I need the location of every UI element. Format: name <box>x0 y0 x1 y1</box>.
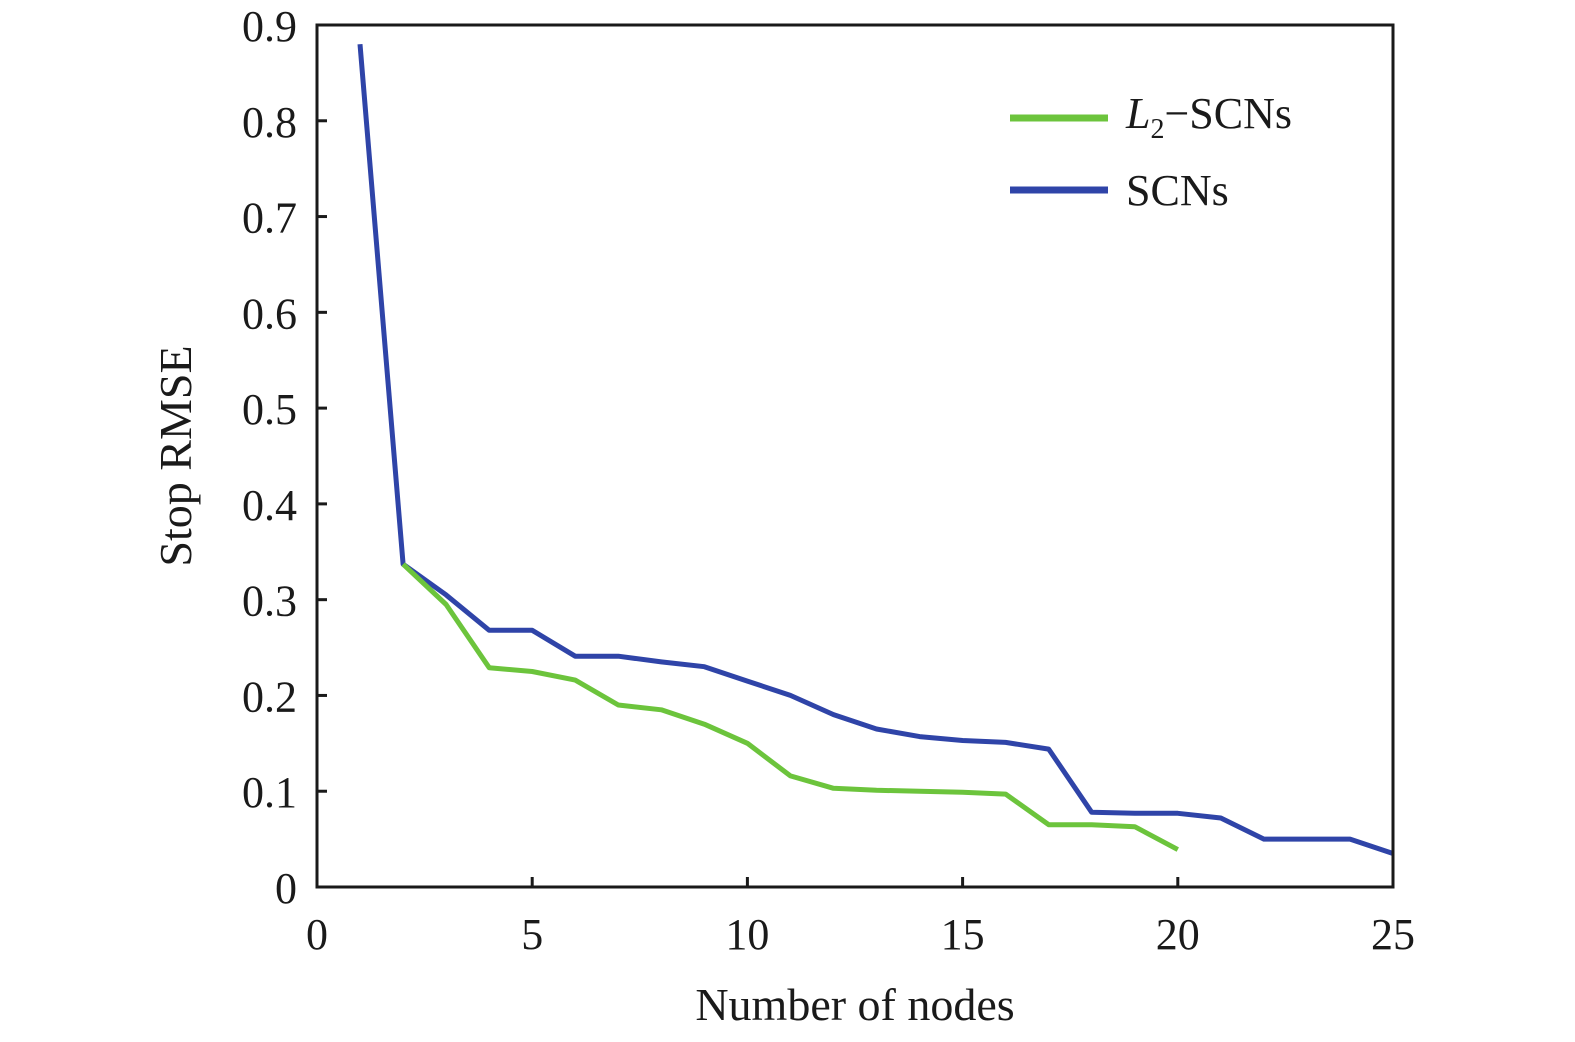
y-tick-label: 0.5 <box>242 385 297 434</box>
y-tick-label: 0.4 <box>242 481 297 530</box>
x-tick-label: 20 <box>1156 910 1200 959</box>
x-axis-title: Number of nodes <box>695 979 1014 1030</box>
x-tick-label: 5 <box>521 910 543 959</box>
legend-label-l2-scns: L2−SCNs <box>1125 89 1292 145</box>
legend: L2−SCNs SCNs <box>1010 89 1292 215</box>
legend-label-l2-prefix: L <box>1125 89 1150 138</box>
axis-ticks: 0 5 10 15 20 25 0 0.1 0.2 0.3 0.4 0.5 0.6 0.7 0.8 0.9 <box>242 2 1415 959</box>
y-tick-label: 0 <box>275 864 297 913</box>
legend-label-l2-suffix: −SCNs <box>1164 89 1292 138</box>
series-line-scns <box>357 43 1394 856</box>
legend-label-l2-subscript: 2 <box>1150 114 1164 145</box>
x-tick-label: 0 <box>306 910 328 959</box>
y-tick-label: 0.8 <box>242 98 297 147</box>
plot-lines <box>357 43 1394 856</box>
series-line-l2-scns <box>401 562 1179 852</box>
legend-label-scns: SCNs <box>1126 166 1229 215</box>
y-tick-label: 0.2 <box>242 672 297 721</box>
y-tick-label: 0.9 <box>242 2 297 51</box>
x-tick-label: 15 <box>941 910 985 959</box>
y-tick-label: 0.6 <box>242 289 297 338</box>
y-tick-label: 0.1 <box>242 768 297 817</box>
y-tick-label: 0.3 <box>242 577 297 626</box>
y-axis-title: Stop RMSE <box>150 345 201 566</box>
x-tick-label: 10 <box>725 910 769 959</box>
x-tick-label: 25 <box>1371 910 1415 959</box>
plot-frame <box>315 23 1395 889</box>
y-tick-label: 0.7 <box>242 194 297 243</box>
